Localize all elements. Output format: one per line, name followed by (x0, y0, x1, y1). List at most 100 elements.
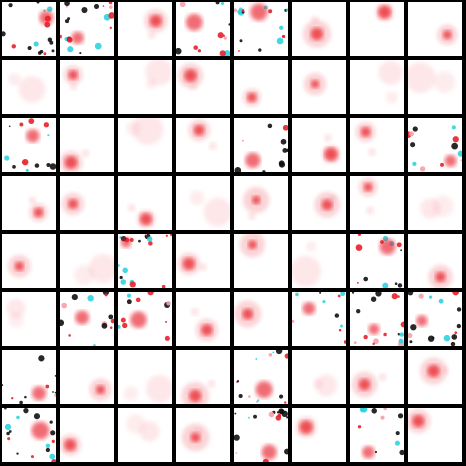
blob (457, 150, 462, 157)
sample-image (181, 379, 216, 404)
blob (165, 234, 168, 237)
blob (368, 323, 380, 335)
blob (299, 420, 313, 434)
blob (108, 314, 114, 320)
blob (248, 395, 251, 398)
blob (28, 118, 35, 125)
sample-image (177, 252, 207, 275)
blob (33, 41, 39, 47)
sample-tile (234, 408, 288, 462)
blob (223, 36, 227, 40)
blob (108, 2, 113, 5)
sample-image (188, 119, 217, 151)
sample-image (313, 374, 338, 397)
blob (51, 458, 56, 462)
blob (253, 414, 257, 419)
blob (39, 10, 54, 25)
sample-image (176, 2, 230, 56)
blob (245, 152, 261, 168)
blob (262, 170, 266, 172)
blob (51, 49, 55, 53)
blob (412, 161, 417, 166)
sample-tile (350, 176, 404, 230)
blob (27, 45, 32, 51)
blob (65, 5, 68, 8)
blob (451, 125, 456, 130)
blob (400, 321, 404, 328)
sample-image (2, 2, 55, 56)
blob (120, 317, 126, 323)
blob (109, 326, 113, 329)
blob (161, 284, 166, 288)
blob (36, 2, 40, 4)
blob (67, 46, 74, 53)
blob (12, 165, 16, 169)
blob (189, 82, 198, 91)
blob (193, 45, 199, 50)
blob (54, 374, 56, 377)
blob (295, 292, 299, 297)
blob (313, 378, 324, 389)
blob (147, 236, 153, 242)
blob (11, 44, 16, 49)
sample-tile (176, 176, 230, 230)
blob (146, 78, 157, 90)
sample-image (292, 241, 322, 287)
sample-image (126, 118, 164, 145)
blob (47, 134, 50, 137)
blob (126, 120, 141, 136)
blob (378, 373, 387, 382)
sample-tile (118, 234, 172, 288)
blob (286, 8, 288, 12)
sample-tile (60, 176, 114, 230)
sample-tile (234, 234, 288, 288)
blob (4, 423, 12, 431)
blob (31, 386, 47, 401)
blob (182, 257, 196, 270)
sample-image (73, 254, 114, 286)
blob (440, 366, 449, 375)
blob (427, 364, 440, 378)
sample-tile (408, 176, 462, 230)
blob (451, 334, 458, 340)
blob (395, 431, 400, 436)
sample-image (355, 234, 403, 288)
blob (60, 34, 62, 39)
blob (8, 125, 11, 128)
blob (238, 7, 243, 11)
blob (319, 292, 322, 294)
sample-tile (292, 350, 346, 404)
sample-image (408, 62, 456, 94)
blob (385, 91, 398, 104)
sample-image (123, 375, 172, 403)
blob (145, 234, 148, 236)
blob (189, 389, 202, 403)
blob (278, 408, 284, 414)
sample-tile (176, 292, 230, 346)
blob (164, 335, 170, 341)
blob (394, 282, 398, 286)
blob (126, 414, 146, 434)
blob (398, 338, 404, 344)
blob (126, 293, 132, 298)
sample-tile (60, 118, 114, 172)
blob (7, 437, 11, 441)
sample-image (178, 63, 204, 91)
sample-tile (118, 60, 172, 114)
blob (450, 341, 456, 346)
blob (228, 23, 230, 26)
sample-image (6, 298, 26, 328)
sample-tile (408, 234, 462, 288)
sample-image (375, 3, 394, 22)
blob (87, 294, 94, 302)
blob (104, 293, 108, 297)
blob (54, 391, 56, 394)
sample-image (351, 292, 404, 346)
sample-tile (234, 60, 288, 114)
sample-image (7, 254, 31, 278)
blob (456, 323, 461, 329)
blob (397, 413, 404, 419)
blob (8, 72, 22, 86)
blob (43, 122, 50, 128)
